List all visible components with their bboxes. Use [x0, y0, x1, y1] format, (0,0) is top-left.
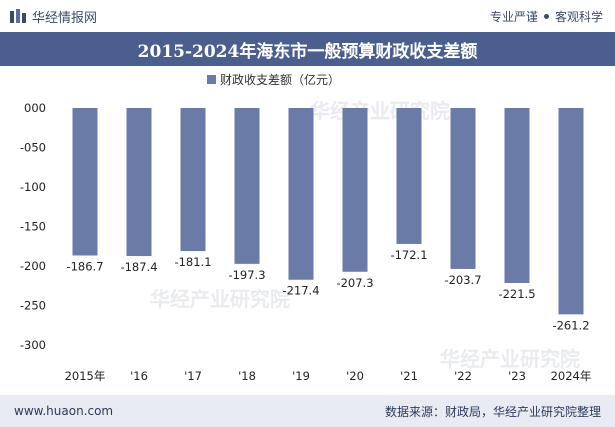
bar-value-label: -187.4: [120, 260, 157, 274]
chart-title: 2015-2024年海东市一般预算财政收支差额: [0, 32, 615, 66]
bar-value-label: -172.1: [390, 248, 427, 262]
y-tick-label: -100: [20, 180, 46, 194]
legend-swatch: [207, 75, 216, 84]
brand-name: 华经情报网: [32, 10, 98, 26]
x-tick-label: '21: [400, 369, 418, 383]
x-tick-label: 2024年: [551, 369, 592, 383]
x-tick-label: '20: [346, 369, 364, 383]
bar-value-label: -181.1: [174, 255, 211, 269]
bar: [558, 108, 584, 315]
y-tick-label: -300: [20, 338, 46, 352]
top-bar: 华经情报网 专业严谨 客观科学: [0, 0, 615, 32]
bar-value-label: -203.7: [444, 273, 481, 287]
x-tick-label: 2015年: [65, 369, 106, 383]
bar-value-label: -221.5: [498, 287, 535, 301]
bar-value-label: -217.4: [282, 284, 319, 298]
y-tick-label: -050: [20, 141, 46, 155]
bar: [396, 108, 422, 244]
x-axis-labels: 2015年 '16 '17 '18 '19 '20 '21 '22 '23 2024年: [65, 369, 592, 383]
tagline-right: 客观科学: [554, 9, 603, 24]
footer-website: www.huaon.com: [14, 404, 114, 418]
y-tick-label: -200: [20, 259, 46, 273]
bar: [180, 108, 206, 252]
bars: -186.7 -187.4 -181.1 -197.3 -217.4 -207.3 -172…: [66, 108, 590, 332]
tagline: 专业严谨 客观科学: [490, 8, 603, 25]
bar: [450, 108, 476, 269]
tagline-left: 专业严谨: [489, 9, 538, 24]
y-tick-label: 000: [24, 101, 46, 115]
bar: [504, 108, 530, 283]
x-tick-label: '18: [238, 369, 256, 383]
x-tick-label: '23: [508, 369, 526, 383]
bar: [234, 108, 260, 264]
bar: [72, 108, 98, 256]
x-tick-label: '19: [292, 369, 310, 383]
bar-value-label: -261.2: [552, 318, 589, 332]
y-axis: 000 -050 -100 -150 -200 -250 -300: [20, 101, 46, 352]
bar-value-label: -197.3: [228, 268, 265, 282]
bar: [342, 108, 368, 272]
x-tick-label: '17: [184, 369, 202, 383]
bar-value-label: -207.3: [336, 276, 373, 290]
bar-value-label: -186.7: [66, 259, 103, 273]
x-tick-label: '22: [454, 369, 472, 383]
legend: 财政收支差额（亿元）: [207, 72, 340, 87]
footer-source: 数据来源：财政局，华经产业研究院整理: [384, 404, 601, 419]
watermark-text: 华经产业研究院: [440, 347, 580, 371]
x-tick-label: '16: [130, 369, 148, 383]
bar: [126, 108, 152, 257]
brand-logo-icon: [10, 9, 26, 23]
y-tick-label: -250: [20, 299, 46, 313]
watermark-text: 华经产业研究院: [150, 287, 290, 311]
watermark-text: 华经产业研究院: [310, 99, 450, 123]
bullet-dot-icon: [543, 13, 549, 19]
brand: 华经情报网: [10, 7, 97, 26]
footer: www.huaon.com 数据来源：财政局，华经产业研究院整理: [0, 395, 615, 427]
bar: [288, 108, 314, 280]
y-tick-label: -150: [20, 220, 46, 234]
legend-label: 财政收支差额（亿元）: [220, 72, 340, 87]
